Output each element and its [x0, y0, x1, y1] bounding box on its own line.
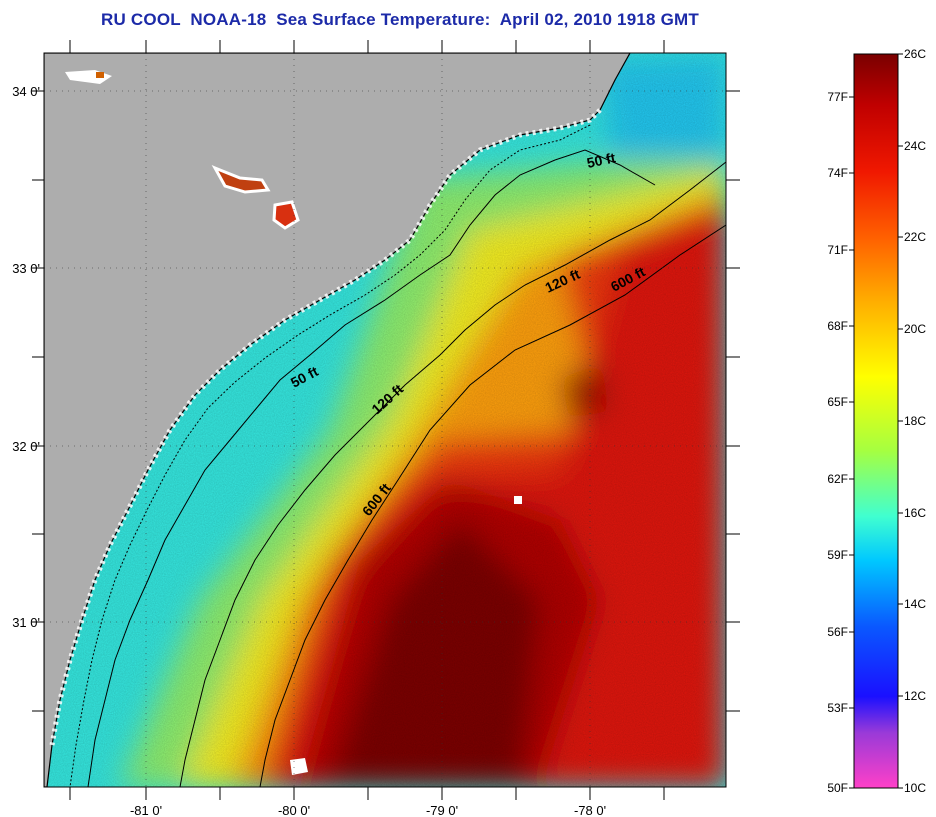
lon-label: -79 0' — [426, 803, 458, 817]
colorbar-celsius-label: 12C — [904, 689, 926, 703]
graticule — [44, 53, 726, 787]
lon-label: -78 0' — [574, 803, 606, 817]
contour-50ft — [87, 149, 656, 787]
map-frame — [43, 52, 727, 788]
colorbar-fahrenheit-label: 50F — [827, 781, 848, 795]
colorbar-celsius-label: 10C — [904, 781, 926, 795]
colorbar-celsius-label: 22C — [904, 230, 926, 244]
map-title: RU COOL NOAA-18 Sea Surface Temperature:… — [101, 10, 699, 29]
lat-label: 32 0' — [12, 439, 40, 454]
colorbar-fahrenheit-label: 62F — [827, 472, 848, 486]
colorbar-celsius-label: 16C — [904, 506, 926, 520]
colorbar-celsius-label: 24C — [904, 139, 926, 153]
colorbar: 26C 24C 22C 20C 18C 16C 14C 12C 10C 77F … — [827, 47, 926, 795]
sst-map: 50 ft 50 ft 120 ft 120 ft 600 ft 600 ft … — [12, 40, 740, 817]
lat-label: 34 0' — [12, 84, 40, 99]
lon-label: -81 0' — [130, 803, 162, 817]
colorbar-fahrenheit-label: 77F — [827, 90, 848, 104]
colorbar-fahrenheit-label: 59F — [827, 548, 848, 562]
coastline-detail — [69, 124, 591, 787]
colorbar-gradient — [853, 53, 899, 789]
lat-label: 33 0' — [12, 261, 40, 276]
colorbar-fahrenheit-label: 56F — [827, 625, 848, 639]
colorbar-fahrenheit-label: 71F — [827, 243, 848, 257]
colorbar-celsius-label: 18C — [904, 414, 926, 428]
colorbar-celsius-label: 26C — [904, 47, 926, 61]
contour-120ft — [179, 161, 726, 787]
colorbar-fahrenheit-label: 53F — [827, 701, 848, 715]
lake-marion — [211, 165, 271, 194]
lat-label: 31 0' — [12, 615, 40, 630]
colorbar-celsius-label: 20C — [904, 322, 926, 336]
contour-label: 50 ft — [585, 149, 617, 171]
colorbar-celsius-label: 14C — [904, 597, 926, 611]
colorbar-fahrenheit-label: 68F — [827, 319, 848, 333]
colorbar-fahrenheit-label: 74F — [827, 166, 848, 180]
colorbar-fahrenheit-label: 65F — [827, 395, 848, 409]
lon-label: -80 0' — [278, 803, 310, 817]
contour-600ft — [259, 224, 726, 787]
lake-moultrie — [272, 200, 300, 230]
sea-surface-field — [44, 53, 726, 787]
